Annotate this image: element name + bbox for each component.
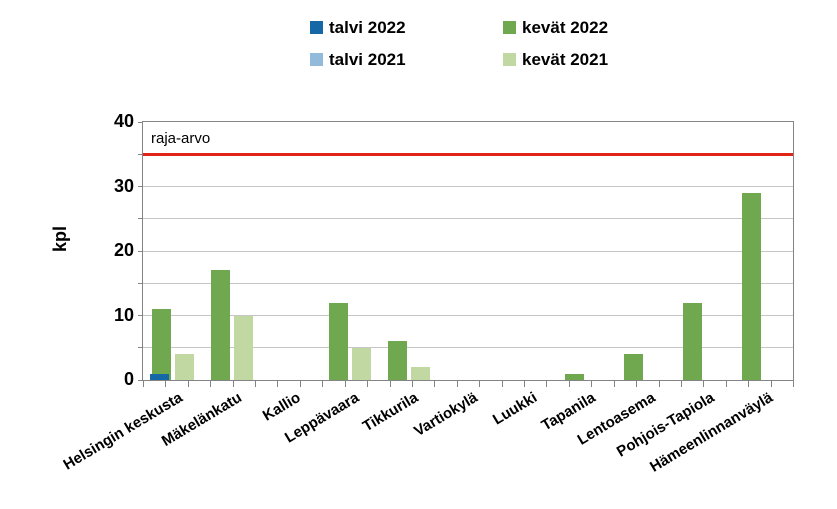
y-axis-tick xyxy=(138,186,143,187)
x-axis-tick xyxy=(299,381,301,387)
x-axis-tick xyxy=(232,381,234,387)
y-tick-label: 20 xyxy=(113,240,134,260)
x-axis-tick xyxy=(613,381,615,387)
bar-kevat-2021-makelankatu xyxy=(233,315,253,380)
y-axis-tick xyxy=(138,379,143,381)
x-axis-tick xyxy=(389,381,391,387)
legend-label: kevät 2021 xyxy=(522,50,609,69)
x-axis-tick xyxy=(680,381,682,387)
x-axis-tick xyxy=(210,381,212,387)
x-category-label-kallio: Kallio xyxy=(259,389,304,425)
bar-kevat-2022-lentoasema xyxy=(624,354,644,380)
plot-area: raja-arvo xyxy=(138,121,794,387)
x-axis-tick xyxy=(479,381,481,387)
legend-item-talvi-2021: talvi 2021 xyxy=(310,51,406,68)
x-axis-tick xyxy=(434,381,436,387)
x-category-label-vartiokyla: Vartiokylä xyxy=(411,389,481,441)
x-axis-tick xyxy=(322,381,324,387)
legend-label: talvi 2022 xyxy=(329,18,406,37)
y-tick-label: 0 xyxy=(123,369,134,389)
limit-line-label: raja-arvo xyxy=(151,130,211,147)
y-axis-tick xyxy=(138,282,143,284)
gridline xyxy=(143,282,793,284)
bar-kevat-2021-leppavaara xyxy=(351,347,371,380)
x-axis-tick xyxy=(344,381,346,387)
bar-kevat-2021-helsingin-keskusta xyxy=(174,354,194,380)
x-axis-tick xyxy=(546,381,548,387)
legend-item-kevat-2021: kevät 2021 xyxy=(503,51,608,68)
x-axis-tick xyxy=(277,381,279,387)
bar-kevat-2022-makelankatu xyxy=(210,270,230,380)
x-axis-tick xyxy=(255,381,257,387)
x-axis-tick xyxy=(770,381,772,387)
x-axis-tick xyxy=(165,381,167,387)
x-axis-tick xyxy=(524,381,526,387)
y-axis-title: kpl xyxy=(50,225,70,252)
legend-swatch-talvi-2021 xyxy=(310,53,323,66)
bar-kevat-2022-pohjois-tapiola xyxy=(683,302,703,380)
legend-label: kevät 2022 xyxy=(522,18,609,37)
gridline xyxy=(143,186,793,187)
y-tick-label: 10 xyxy=(113,304,134,325)
x-axis-tick xyxy=(636,381,638,387)
legend-swatch-kevat-2021 xyxy=(503,53,516,66)
bar-kevat-2021-tikkurila xyxy=(410,367,430,380)
x-axis-tick xyxy=(456,381,458,387)
legend-swatch-kevat-2022 xyxy=(503,21,516,34)
gridline xyxy=(143,347,793,349)
bar-talvi-2022-helsingin-keskusta xyxy=(149,373,169,380)
x-axis-tick xyxy=(658,381,660,387)
x-axis-tick xyxy=(411,381,413,387)
bar-kevat-2022-helsingin-keskusta xyxy=(151,309,171,380)
y-tick-label: 30 xyxy=(113,175,134,196)
x-axis-tick xyxy=(748,381,750,387)
bar-kevat-2022-tapanila xyxy=(565,373,585,380)
y-axis-tick xyxy=(138,347,143,349)
gridline xyxy=(143,218,793,220)
y-axis-tick xyxy=(138,315,143,316)
x-axis-tick xyxy=(367,381,369,387)
gridline xyxy=(143,315,793,316)
legend-item-kevat-2022: kevät 2022 xyxy=(503,19,608,36)
x-axis-tick xyxy=(187,381,189,387)
y-axis-tick xyxy=(138,153,143,155)
x-category-label-luukki: Luukki xyxy=(489,389,540,429)
legend-swatch-talvi-2022 xyxy=(310,21,323,34)
legend-item-talvi-2022: talvi 2022 xyxy=(310,19,406,36)
bar-kevat-2022-leppavaara xyxy=(328,302,348,380)
x-axis-tick xyxy=(501,381,503,387)
x-axis-tick xyxy=(143,381,144,387)
x-axis-tick xyxy=(725,381,727,387)
y-tick-label: 40 xyxy=(113,111,134,131)
x-axis-tick xyxy=(591,381,593,387)
x-axis-tick xyxy=(703,381,705,387)
bar-kevat-2022-hameenlinnanvayla xyxy=(742,192,762,380)
x-axis-tick xyxy=(793,381,794,387)
gridline xyxy=(143,250,793,252)
legend-label: talvi 2021 xyxy=(329,50,406,69)
y-axis-tick xyxy=(138,121,143,123)
limit-line xyxy=(143,152,793,156)
y-axis-tick xyxy=(138,218,143,220)
x-axis-tick xyxy=(568,381,570,387)
bar-kevat-2022-tikkurila xyxy=(387,341,407,380)
y-axis-tick xyxy=(138,250,143,252)
